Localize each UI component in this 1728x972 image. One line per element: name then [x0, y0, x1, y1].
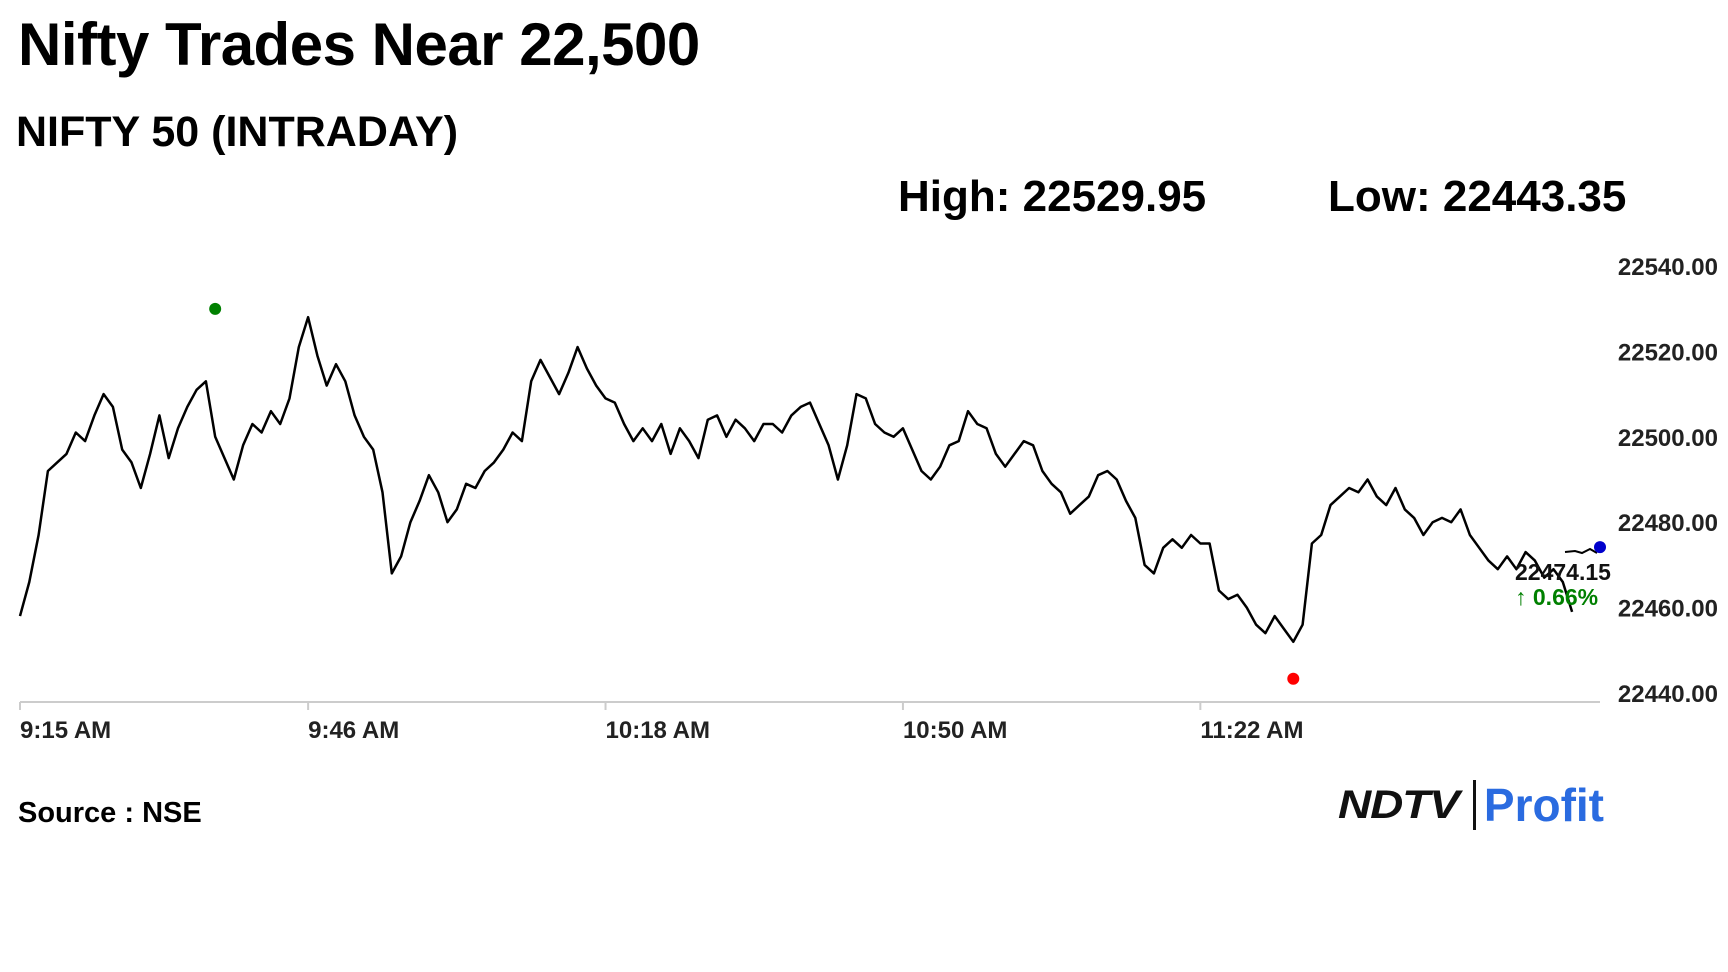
logo-profit-text: Profit	[1483, 779, 1604, 831]
y-tick-label: 22500.00	[1618, 425, 1718, 452]
last-price-label: 22474.15	[1515, 559, 1611, 585]
y-tick-label: 22460.00	[1618, 596, 1718, 623]
high-value: High: 22529.95	[898, 172, 1207, 221]
logo-ndtv-text: NDTV	[1338, 782, 1460, 827]
chart-subtitle: NIFTY 50 (INTRADAY)	[16, 108, 459, 156]
chart-axes	[19, 701, 1600, 710]
x-tick-label: 9:15 AM	[20, 717, 111, 744]
x-tick-label: 10:50 AM	[903, 717, 1007, 744]
x-tick-label: 9:46 AM	[308, 717, 399, 744]
last-point-marker	[1594, 541, 1606, 554]
low-value: Low: 22443.35	[1328, 172, 1627, 221]
chart-labels: 9:15 AM 9:46 AM 10:18 AM 10:50 AM 11:22 AM 22…	[20, 254, 1718, 744]
y-tick-label: 22540.00	[1618, 254, 1718, 281]
y-tick-label: 22480.00	[1618, 510, 1718, 537]
y-tick-label: 22440.00	[1618, 681, 1718, 708]
ndtv-profit-logo: NDTV Profit	[1338, 775, 1604, 835]
change-percent-label: ↑ 0.66%	[1515, 584, 1598, 610]
logo-divider	[1472, 780, 1476, 830]
low-point-marker	[1287, 672, 1300, 685]
headline: Nifty Trades Near 22,500	[18, 11, 700, 78]
x-tick-label: 11:22 AM	[1200, 717, 1303, 744]
y-tick-label: 22520.00	[1618, 339, 1718, 366]
high-point-marker	[209, 302, 222, 315]
chart-plot-area	[18, 315, 1598, 644]
price-series-line	[18, 315, 1574, 644]
source-note: Source : NSE	[18, 797, 202, 829]
x-tick-label: 10:18 AM	[606, 717, 710, 744]
last-price-tick-line	[1564, 547, 1598, 555]
chart-markers	[209, 302, 1606, 685]
